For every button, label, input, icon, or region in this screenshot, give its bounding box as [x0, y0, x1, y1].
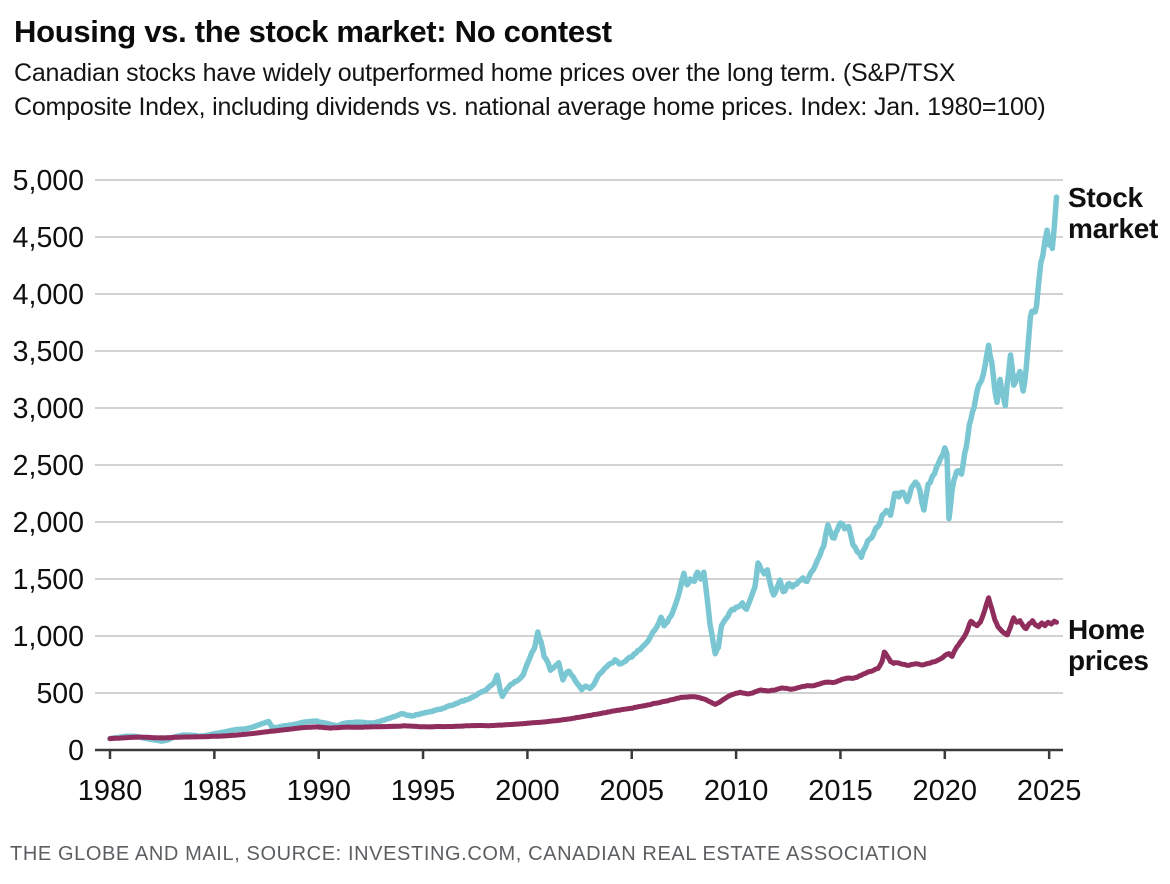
y-tick-label: 4,500: [13, 222, 84, 254]
y-tick-label: 3,000: [13, 393, 84, 425]
series-label-home-prices: Home prices: [1068, 614, 1149, 676]
y-tick-label: 2,500: [13, 450, 84, 482]
source-credit: THE GLOBE AND MAIL, SOURCE: INVESTING.CO…: [10, 843, 928, 865]
chart-subtitle: Canadian stocks have widely outperformed…: [14, 59, 1046, 121]
y-tick-label: 4,000: [13, 279, 84, 311]
x-tick-label: 1985: [182, 775, 247, 807]
stock-market-line: [107, 194, 1060, 744]
y-tick-label: 3,500: [13, 336, 84, 368]
y-tick-label: 1,500: [13, 564, 84, 596]
y-tick-label: 1,000: [13, 621, 84, 653]
x-tick-label: 2000: [495, 775, 560, 807]
y-tick-label: 5,000: [13, 165, 84, 197]
x-tick-label: 1995: [391, 775, 456, 807]
series-label-stock-market: Stock market: [1068, 182, 1159, 244]
home-prices-line: [107, 595, 1059, 742]
y-tick-label: 2,000: [13, 507, 84, 539]
y-tick-label: 500: [36, 678, 84, 710]
x-tick-label: 2010: [704, 775, 769, 807]
x-tick-label: 2025: [1017, 775, 1082, 807]
page-title: Housing vs. the stock market: No contest: [14, 14, 612, 49]
x-tick-label: 1980: [78, 775, 143, 807]
x-tick-label: 2020: [913, 775, 978, 807]
x-tick-label: 2015: [808, 775, 873, 807]
x-tick-label: 2005: [599, 775, 664, 807]
x-tick-label: 1990: [286, 775, 351, 807]
y-tick-label: 0: [68, 735, 84, 767]
